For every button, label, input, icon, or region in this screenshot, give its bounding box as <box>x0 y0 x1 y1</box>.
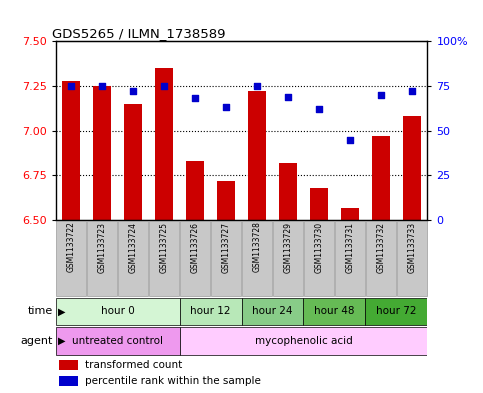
FancyBboxPatch shape <box>180 298 242 325</box>
Point <box>67 83 75 89</box>
Bar <box>248 91 266 220</box>
Point <box>98 83 106 89</box>
Point <box>253 83 261 89</box>
Bar <box>341 208 359 220</box>
Text: untreated control: untreated control <box>72 336 163 346</box>
Point <box>315 106 323 112</box>
Text: GSM1133725: GSM1133725 <box>159 222 169 273</box>
Text: percentile rank within the sample: percentile rank within the sample <box>85 376 261 386</box>
FancyBboxPatch shape <box>87 221 117 296</box>
Text: GSM1133729: GSM1133729 <box>284 222 293 273</box>
FancyBboxPatch shape <box>56 327 180 355</box>
Bar <box>310 188 328 220</box>
Text: GSM1133727: GSM1133727 <box>222 222 230 273</box>
FancyBboxPatch shape <box>56 221 86 296</box>
Bar <box>93 86 112 220</box>
Text: hour 0: hour 0 <box>100 307 134 316</box>
FancyBboxPatch shape <box>273 221 303 296</box>
FancyBboxPatch shape <box>242 298 303 325</box>
Point <box>408 88 416 94</box>
Bar <box>155 68 173 220</box>
Text: GSM1133723: GSM1133723 <box>98 222 107 273</box>
Bar <box>217 181 235 220</box>
Text: GDS5265 / ILMN_1738589: GDS5265 / ILMN_1738589 <box>52 27 226 40</box>
Bar <box>186 161 204 220</box>
Text: GSM1133724: GSM1133724 <box>128 222 138 273</box>
FancyBboxPatch shape <box>149 221 179 296</box>
Text: hour 48: hour 48 <box>314 307 355 316</box>
FancyBboxPatch shape <box>211 221 241 296</box>
Text: ▶: ▶ <box>58 307 66 316</box>
Point <box>160 83 168 89</box>
FancyBboxPatch shape <box>366 221 396 296</box>
Text: time: time <box>28 307 53 316</box>
Text: hour 12: hour 12 <box>190 307 231 316</box>
Point <box>284 94 292 100</box>
Point <box>377 92 385 98</box>
Text: GSM1133728: GSM1133728 <box>253 222 261 272</box>
Bar <box>59 360 78 370</box>
FancyBboxPatch shape <box>180 327 427 355</box>
Text: GSM1133722: GSM1133722 <box>67 222 75 272</box>
Text: agent: agent <box>21 336 53 346</box>
Text: GSM1133733: GSM1133733 <box>408 222 416 273</box>
Text: GSM1133730: GSM1133730 <box>314 222 324 273</box>
Bar <box>403 116 421 220</box>
Text: GSM1133726: GSM1133726 <box>190 222 199 273</box>
Text: ▶: ▶ <box>58 336 66 346</box>
FancyBboxPatch shape <box>366 298 427 325</box>
Text: GSM1133731: GSM1133731 <box>345 222 355 273</box>
Text: hour 24: hour 24 <box>252 307 293 316</box>
Point <box>346 136 354 143</box>
Text: transformed count: transformed count <box>85 360 183 370</box>
FancyBboxPatch shape <box>397 221 427 296</box>
FancyBboxPatch shape <box>304 221 334 296</box>
FancyBboxPatch shape <box>180 221 210 296</box>
Bar <box>124 104 142 220</box>
Bar <box>372 136 390 220</box>
Bar <box>59 376 78 386</box>
FancyBboxPatch shape <box>335 221 365 296</box>
FancyBboxPatch shape <box>242 221 272 296</box>
Point <box>222 104 230 110</box>
Bar <box>62 81 80 220</box>
Point <box>129 88 137 94</box>
Text: mycophenolic acid: mycophenolic acid <box>255 336 353 346</box>
Point <box>191 95 199 102</box>
Bar <box>279 163 297 220</box>
Text: GSM1133732: GSM1133732 <box>376 222 385 273</box>
FancyBboxPatch shape <box>303 298 366 325</box>
FancyBboxPatch shape <box>118 221 148 296</box>
FancyBboxPatch shape <box>56 298 180 325</box>
Text: hour 72: hour 72 <box>376 307 417 316</box>
